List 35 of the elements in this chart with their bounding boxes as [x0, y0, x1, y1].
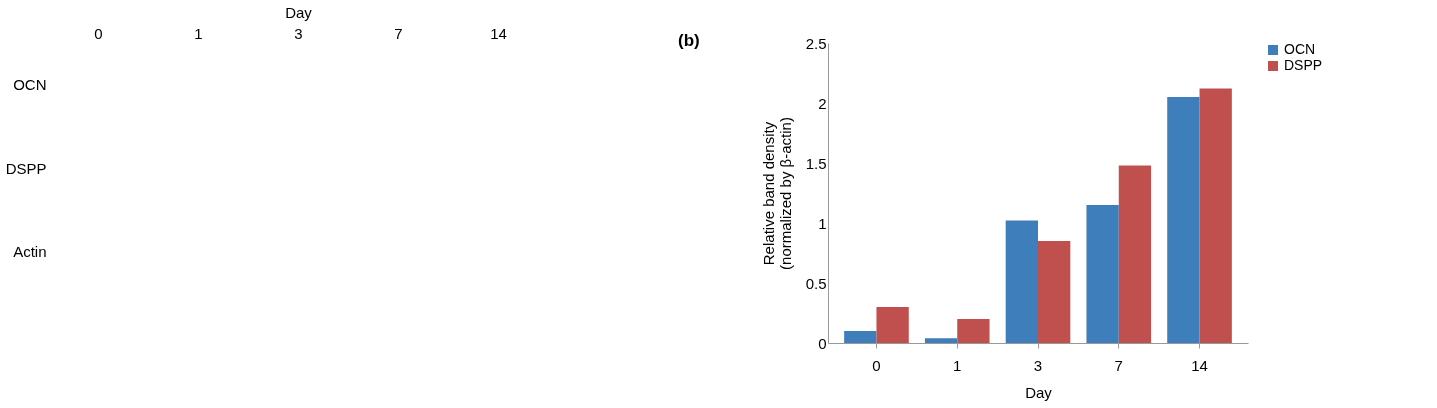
bar — [1118, 165, 1152, 343]
bar — [1005, 220, 1038, 343]
category-label: OCN — [13, 76, 47, 94]
x-tick-label: 0 — [872, 356, 881, 374]
x-tick-label: 1 — [953, 356, 962, 374]
x-axis-title: Day — [1025, 383, 1053, 401]
category-label: 7 — [394, 24, 403, 42]
bar — [1167, 97, 1200, 343]
category-label: 3 — [294, 24, 303, 42]
text: (b) — [678, 31, 700, 50]
bar — [1199, 88, 1232, 343]
y-tick-label: 2.5 — [805, 34, 827, 52]
category-label: 0 — [94, 24, 103, 42]
y-tick-label: 1 — [818, 214, 827, 232]
legend-label: OCN — [1284, 41, 1316, 57]
bar — [1086, 205, 1119, 343]
bar — [844, 331, 877, 343]
y-tick-label: 2 — [818, 94, 827, 112]
category-label: Actin — [13, 242, 47, 260]
bar — [876, 307, 909, 343]
x-tick-label: 7 — [1114, 356, 1123, 374]
text: Day — [285, 3, 313, 21]
category-label: DSPP — [5, 159, 47, 177]
bar — [957, 319, 990, 343]
x-tick-label: 3 — [1033, 356, 1043, 374]
x-tick-label: 14 — [1191, 356, 1208, 374]
bar — [924, 338, 958, 343]
category-label: 1 — [194, 24, 203, 42]
y-tick-label: 0.5 — [805, 274, 827, 292]
category-label: 14 — [490, 24, 507, 42]
y-axis-title: Relative band density (normalized by β-actin) — [759, 117, 794, 270]
bar — [1038, 241, 1071, 343]
y-tick-label: 1.5 — [805, 154, 827, 172]
legend-label: DSPP — [1284, 57, 1323, 73]
y-tick-label: 0 — [818, 334, 827, 352]
